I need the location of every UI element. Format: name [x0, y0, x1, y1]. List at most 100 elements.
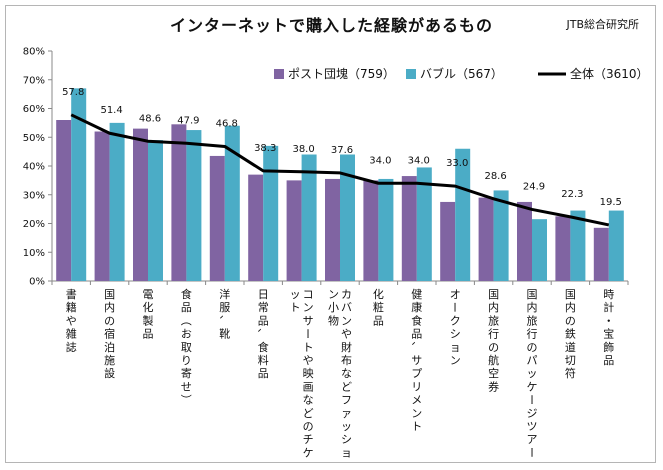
category-char: 品 — [181, 301, 192, 314]
data-labels: 57.8 51.4 48.6 47.9 46.8 38.3 38.0 37.6 34.0 34.0… — [62, 87, 622, 208]
y-tick-label: 70% — [23, 75, 45, 86]
category-char: 、 — [256, 328, 269, 339]
category-char: 国 — [565, 288, 576, 301]
total-line — [70, 113, 610, 227]
data-label: 38.0 — [292, 144, 314, 155]
category-char: 、 — [218, 315, 231, 326]
bar — [401, 176, 417, 281]
category-char: サ — [411, 354, 422, 367]
category-char: シ — [450, 328, 461, 341]
data-label: 46.8 — [216, 118, 238, 129]
category-char: ど — [341, 380, 352, 393]
category-char: ン — [303, 301, 314, 314]
category-char: ） — [179, 394, 192, 405]
category-char: の — [565, 314, 576, 327]
category-char: や — [341, 328, 352, 341]
category-char: フ — [341, 394, 352, 407]
bars — [56, 88, 624, 281]
category-char: 靴 — [219, 327, 230, 341]
category-char: ン — [328, 288, 339, 301]
category-char: 鉄 — [565, 327, 576, 341]
category-char: や — [303, 354, 314, 367]
bar — [340, 154, 355, 281]
category-char: 取 — [181, 341, 192, 354]
category-char: 内 — [565, 300, 576, 314]
category-char: 符 — [565, 367, 576, 380]
category-char: ト — [290, 301, 301, 314]
bar — [71, 88, 87, 281]
category-char: ケ — [303, 446, 314, 459]
data-label: 22.3 — [561, 189, 583, 200]
category-label: 化粧品 — [373, 287, 384, 327]
category-char: 製 — [143, 313, 154, 327]
category-label: 時計・宝飾品 — [603, 288, 614, 367]
category-char: 飾 — [603, 341, 614, 354]
y-tick-label: 80% — [23, 47, 45, 58]
category-char: ッ — [290, 288, 301, 301]
bar — [248, 174, 264, 281]
category-char: 康 — [411, 300, 422, 314]
category-char: 宝 — [603, 327, 614, 341]
category-char: 小 — [328, 301, 339, 314]
bar — [286, 180, 302, 281]
category-char: 品 — [603, 354, 614, 367]
data-label: 57.8 — [62, 87, 84, 98]
category-char: 空 — [488, 366, 499, 380]
bar — [570, 210, 586, 281]
bar — [224, 125, 240, 281]
category-char: ン — [450, 354, 461, 367]
category-char: 電 — [143, 288, 154, 301]
category-char: ー — [525, 447, 538, 458]
category-char: 雑 — [66, 327, 77, 341]
bar — [94, 131, 110, 281]
category-char: ツ — [527, 420, 538, 433]
category-char: 内 — [527, 300, 538, 314]
category-char: シ — [341, 433, 352, 446]
bar — [517, 201, 532, 281]
category-char: 国 — [488, 288, 499, 301]
data-label: 51.4 — [100, 105, 122, 116]
category-char: 行 — [488, 328, 499, 341]
category-char: 品 — [143, 328, 154, 341]
category-char: 食 — [181, 287, 192, 301]
legend-entry: 全体（3610） — [570, 66, 649, 81]
category-char: 切 — [565, 354, 576, 367]
category-char: メ — [411, 394, 422, 407]
category-char: の — [104, 314, 115, 327]
category-char: 内 — [488, 300, 499, 314]
category-char: 品 — [411, 328, 422, 341]
data-label: 37.6 — [331, 145, 353, 156]
category-char: ー — [525, 394, 538, 405]
category-char: ッ — [341, 420, 352, 433]
data-label: 48.6 — [139, 113, 161, 124]
category-char: ョ — [450, 341, 461, 354]
data-label: 33.0 — [446, 158, 468, 169]
category-char: 泊 — [104, 341, 115, 354]
y-tick-label: 50% — [23, 133, 45, 144]
category-char: 寄 — [181, 366, 192, 380]
category-char: 料 — [258, 353, 269, 367]
category-char: や — [66, 314, 77, 327]
data-label: 47.9 — [177, 115, 199, 126]
category-char: 航 — [488, 353, 499, 367]
bar — [325, 178, 340, 281]
category-char: 布 — [341, 354, 352, 367]
category-char: 品 — [258, 314, 269, 327]
category-char: 籍 — [66, 300, 77, 314]
legend: ポスト団塊（759） バブル（567） 全体（3610） — [274, 66, 649, 81]
bar — [109, 122, 125, 281]
category-char: ン — [341, 314, 352, 327]
category-char: 洋 — [219, 287, 230, 301]
chart-title: インターネットで購入した経験があるもの — [169, 16, 493, 35]
category-char: パ — [527, 354, 538, 367]
bar — [532, 219, 547, 281]
category-char: リ — [411, 380, 422, 393]
category-char: ク — [450, 314, 461, 327]
category-char: ァ — [341, 407, 352, 420]
